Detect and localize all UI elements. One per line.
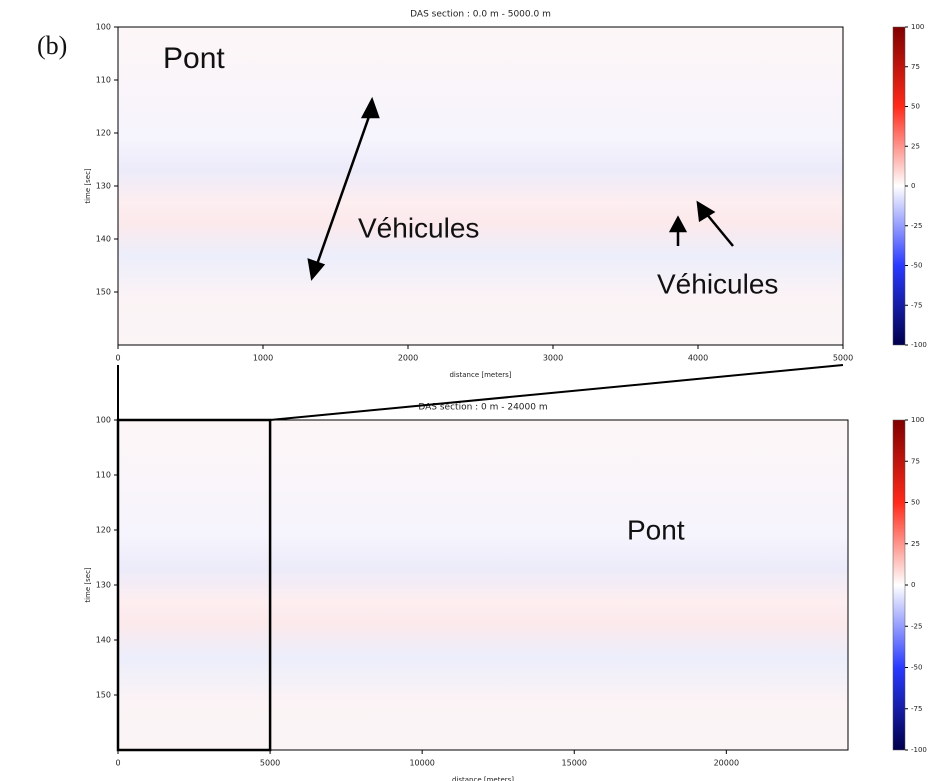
x-tick-label: 0 [115,354,120,363]
y-axis-label: time [sec] [84,567,92,603]
colorbar-tick-label: -100 [911,746,927,754]
colorbar-tick-label: -25 [911,622,922,630]
heatmap-field [118,420,848,750]
colorbar-tick-label: 25 [911,540,920,548]
colorbar-tick-label: -25 [911,222,922,230]
zoom-connector [269,364,844,421]
y-tick-label: 130 [96,581,111,590]
arrow [313,107,374,271]
y-tick-label: 130 [96,182,111,191]
colorbar-tick-label: 0 [911,182,915,190]
annotation: Véhicules [358,212,479,243]
colorbar-tick-label: 25 [911,142,920,150]
y-axis-label: time [sec] [84,168,92,204]
heatmap-field [118,27,843,345]
y-tick-label: 120 [96,129,111,138]
colorbar-tick-label: -75 [911,301,922,309]
colorbar [892,26,906,346]
y-tick-label: 150 [96,288,111,297]
y-tick-label: 120 [96,526,111,535]
y-tick-label: 150 [96,691,111,700]
colorbar-tick-label: 100 [911,416,924,424]
annotation: Pont [163,42,225,75]
annotation: (b) [37,31,67,60]
y-tick-label: 110 [96,471,111,480]
colorbar-tick-label: 0 [911,581,915,589]
y-tick-label: 100 [96,416,111,425]
x-tick-label: 5000 [833,354,853,363]
x-tick-label: 2000 [398,354,418,363]
x-tick-label: 0 [115,759,120,768]
colorbar-tick-label: 100 [911,23,924,31]
x-tick-label: 5000 [260,759,280,768]
colorbar-tick-label: -50 [911,664,922,672]
chart-title: DAS section : 0 m - 24000 m [418,403,547,413]
annotation: Véhicules [657,268,778,299]
colorbar-tick-label: -100 [911,341,927,349]
colorbar-tick-label: 50 [911,103,920,111]
x-tick-label: 10000 [409,759,434,768]
x-tick-label: 3000 [543,354,563,363]
colorbar-tick-label: -75 [911,705,922,713]
y-tick-label: 140 [96,636,111,645]
x-tick-label: 4000 [688,354,708,363]
arrow-head [360,96,380,119]
x-tick-label: 20000 [714,759,739,768]
arrows [307,96,734,281]
arrow-head [307,258,326,281]
colorbar-tick-label: -50 [911,262,922,270]
y-tick-label: 100 [96,23,111,32]
x-axis-label: distance [meters] [452,776,514,781]
zoom-box [116,418,272,752]
y-tick-label: 110 [96,76,111,85]
arrow-head [696,200,716,223]
arrow-head [668,215,688,233]
colorbar-tick-label: 75 [911,63,920,71]
x-tick-label: 1000 [253,354,273,363]
y-tick-label: 140 [96,235,111,244]
chart-title: DAS section : 0.0 m - 5000.0 m [410,10,551,20]
x-tick-label: 15000 [562,759,587,768]
annotation: Pont [627,514,685,545]
colorbar-tick-label: 50 [911,499,920,507]
charts: DAS section : 0.0 m - 5000.0 m distance [… [37,10,927,781]
colorbar-tick-label: 75 [911,457,920,465]
arrow [704,211,734,247]
x-axis-label: distance [meters] [449,371,511,379]
colorbar [892,419,906,751]
